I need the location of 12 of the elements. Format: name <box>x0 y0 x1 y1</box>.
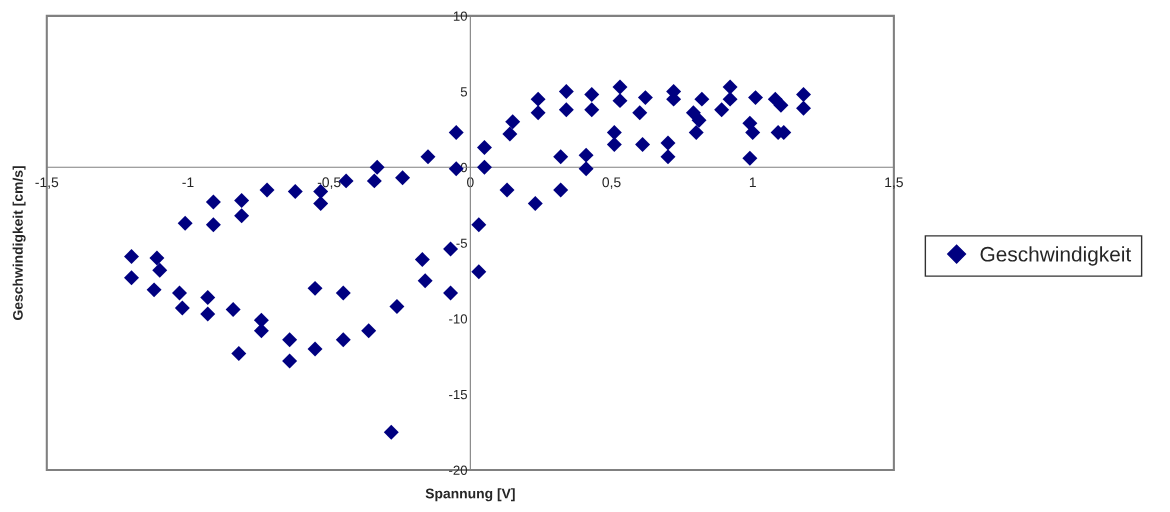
y-tick-label: -15 <box>449 390 468 400</box>
y-tick-label: 10 <box>453 11 468 21</box>
y-tick-label: 5 <box>460 87 468 97</box>
legend-label: Geschwindigkeit <box>980 246 1132 266</box>
x-axis-title: Spannung [V] <box>425 488 515 502</box>
y-axis-title: Geschwindigkeit [cm/s] <box>12 166 26 320</box>
x-tick-label: -0,5 <box>317 177 341 189</box>
x-tick-label: 0,5 <box>602 177 621 189</box>
x-tick-label: -1 <box>182 177 194 188</box>
y-tick-label: -10 <box>449 314 468 324</box>
x-tick-label: 1 <box>749 177 756 188</box>
y-tick-label: -5 <box>456 238 468 248</box>
